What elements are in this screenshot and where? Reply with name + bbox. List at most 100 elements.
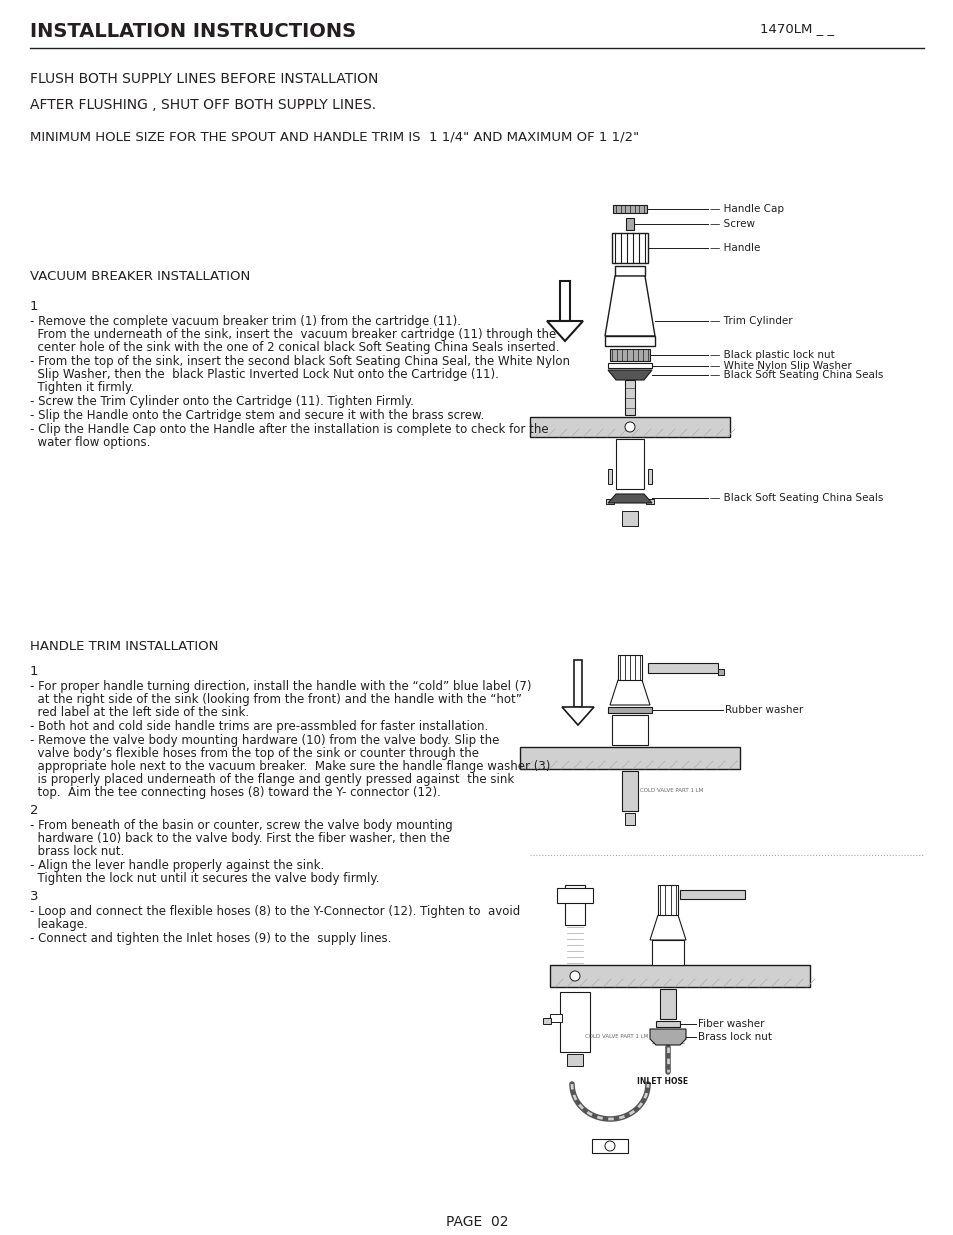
Polygon shape — [561, 706, 594, 725]
Text: - From beneath of the basin or counter, screw the valve body mounting: - From beneath of the basin or counter, … — [30, 819, 453, 832]
Text: — Screw: — Screw — [709, 219, 754, 228]
Text: — Black Soft Seating China Seals: — Black Soft Seating China Seals — [709, 493, 882, 503]
Text: valve body’s flexible hoses from the top of the sink or counter through the: valve body’s flexible hoses from the top… — [30, 747, 478, 760]
Bar — [647, 663, 718, 673]
Bar — [645, 499, 654, 504]
Circle shape — [569, 971, 579, 981]
Bar — [616, 438, 643, 489]
Text: FLUSH BOTH SUPPLY LINES BEFORE INSTALLATION: FLUSH BOTH SUPPLY LINES BEFORE INSTALLAT… — [30, 72, 378, 86]
Text: - From the top of the sink, insert the second black Soft Seating China Seal, the: - From the top of the sink, insert the s… — [30, 354, 569, 368]
Bar — [651, 940, 683, 965]
Bar — [530, 417, 729, 437]
Text: — Black Soft Seating China Seals: — Black Soft Seating China Seals — [709, 370, 882, 380]
Bar — [621, 771, 638, 811]
Text: - Slip the Handle onto the Cartridge stem and secure it with the brass screw.: - Slip the Handle onto the Cartridge ste… — [30, 409, 484, 422]
Text: — Black plastic lock nut: — Black plastic lock nut — [709, 350, 834, 359]
Text: 1: 1 — [30, 664, 38, 678]
Bar — [625, 219, 634, 230]
Bar — [519, 747, 740, 769]
Polygon shape — [607, 494, 651, 503]
Bar — [718, 669, 723, 676]
Text: top.  Aim the tee connecting hoses (8) toward the Y- connector (12).: top. Aim the tee connecting hoses (8) to… — [30, 785, 440, 799]
Text: red label at the left side of the sink.: red label at the left side of the sink. — [30, 706, 249, 719]
Polygon shape — [607, 370, 651, 380]
Bar — [624, 380, 635, 415]
Bar — [550, 965, 809, 987]
Text: - Align the lever handle properly against the sink.: - Align the lever handle properly agains… — [30, 860, 324, 872]
Text: center hole of the sink with the one of 2 conical black Soft Seating China Seals: center hole of the sink with the one of … — [30, 341, 558, 354]
Bar — [559, 992, 589, 1052]
Text: at the right side of the sink (looking from the front) and the handle with the “: at the right side of the sink (looking f… — [30, 693, 521, 706]
Text: COLD VALVE PART 1 LM: COLD VALVE PART 1 LM — [639, 788, 702, 794]
Text: Tighten the lock nut until it secures the valve body firmly.: Tighten the lock nut until it secures th… — [30, 872, 379, 885]
Text: leakage.: leakage. — [30, 918, 88, 931]
Bar — [557, 888, 593, 903]
Polygon shape — [649, 1029, 685, 1045]
Text: — Handle Cap: — Handle Cap — [709, 204, 783, 214]
Text: INSTALLATION INSTRUCTIONS: INSTALLATION INSTRUCTIONS — [30, 22, 355, 41]
Text: AFTER FLUSHING , SHUT OFF BOTH SUPPLY LINES.: AFTER FLUSHING , SHUT OFF BOTH SUPPLY LI… — [30, 98, 375, 112]
Text: MINIMUM HOLE SIZE FOR THE SPOUT AND HANDLE TRIM IS  1 1/4" AND MAXIMUM OF 1 1/2": MINIMUM HOLE SIZE FOR THE SPOUT AND HAND… — [30, 130, 639, 143]
Text: is properly placed underneath of the flange and gently pressed against  the sink: is properly placed underneath of the fla… — [30, 773, 514, 785]
Bar — [647, 469, 651, 484]
Text: INLET HOSE: INLET HOSE — [637, 1077, 688, 1087]
Text: - Clip the Handle Cap onto the Handle after the installation is complete to chec: - Clip the Handle Cap onto the Handle af… — [30, 424, 548, 436]
Bar — [679, 890, 744, 899]
Polygon shape — [609, 680, 649, 705]
Circle shape — [604, 1141, 615, 1151]
Bar — [607, 363, 651, 368]
Circle shape — [624, 422, 635, 432]
Text: 3: 3 — [30, 890, 38, 903]
Bar — [618, 655, 641, 680]
Bar — [609, 350, 649, 361]
Text: Brass lock nut: Brass lock nut — [698, 1032, 771, 1042]
Bar — [615, 266, 644, 275]
Bar — [566, 1053, 582, 1066]
Text: Slip Washer, then the  black Plastic Inverted Lock Nut onto the Cartridge (11).: Slip Washer, then the black Plastic Inve… — [30, 368, 498, 382]
Text: - Connect and tighten the Inlet hoses (9) to the  supply lines.: - Connect and tighten the Inlet hoses (9… — [30, 932, 391, 945]
Text: water flow options.: water flow options. — [30, 436, 151, 450]
Text: PAGE  02: PAGE 02 — [445, 1215, 508, 1229]
Bar — [612, 715, 647, 745]
Text: HANDLE TRIM INSTALLATION: HANDLE TRIM INSTALLATION — [30, 640, 218, 653]
Polygon shape — [604, 275, 655, 336]
Text: Tighten it firmly.: Tighten it firmly. — [30, 382, 134, 394]
Bar — [612, 233, 647, 263]
Text: - For proper handle turning direction, install the handle with the “cold” blue l: - For proper handle turning direction, i… — [30, 680, 531, 693]
Text: appropriate hole next to the vacuum breaker.  Make sure the handle flange washer: appropriate hole next to the vacuum brea… — [30, 760, 550, 773]
Text: From the underneath of the sink, insert the  vacuum breaker cartridge (11) throu: From the underneath of the sink, insert … — [30, 329, 556, 341]
Text: Rubber washer: Rubber washer — [724, 705, 802, 715]
Bar — [564, 885, 584, 925]
Text: - Both hot and cold side handle trims are pre-assmbled for faster installation.: - Both hot and cold side handle trims ar… — [30, 720, 488, 734]
Bar — [605, 499, 614, 504]
Polygon shape — [649, 915, 685, 940]
Polygon shape — [592, 1139, 627, 1153]
Text: COLD VALVE PART 1 LM: COLD VALVE PART 1 LM — [584, 1035, 648, 1040]
Bar — [656, 1021, 679, 1028]
Text: — White Nylon Slip Washer: — White Nylon Slip Washer — [709, 361, 851, 370]
Text: brass lock nut.: brass lock nut. — [30, 845, 124, 858]
Text: 1470LM _ _: 1470LM _ _ — [760, 22, 833, 35]
Bar — [613, 205, 646, 212]
Text: 2: 2 — [30, 804, 38, 818]
Text: - Remove the valve body mounting hardware (10) from the valve body. Slip the: - Remove the valve body mounting hardwar… — [30, 734, 498, 747]
Bar — [658, 885, 678, 915]
Polygon shape — [546, 321, 582, 341]
Text: 1: 1 — [30, 300, 38, 312]
Text: hardware (10) back to the valve body. First the fiber washer, then the: hardware (10) back to the valve body. Fi… — [30, 832, 449, 845]
Text: Fiber washer: Fiber washer — [698, 1019, 763, 1029]
Bar — [550, 1014, 561, 1023]
Bar — [604, 336, 655, 346]
Bar — [542, 1018, 551, 1024]
Bar — [559, 282, 569, 321]
Text: - Remove the complete vacuum breaker trim (1) from the cartridge (11).: - Remove the complete vacuum breaker tri… — [30, 315, 460, 329]
Text: - Loop and connect the flexible hoses (8) to the Y-Connector (12). Tighten to  a: - Loop and connect the flexible hoses (8… — [30, 905, 519, 918]
Bar — [624, 813, 635, 825]
Bar — [607, 469, 612, 484]
Bar — [621, 511, 638, 526]
Text: — Handle: — Handle — [709, 243, 760, 253]
Text: - Screw the Trim Cylinder onto the Cartridge (11). Tighten Firmly.: - Screw the Trim Cylinder onto the Cartr… — [30, 395, 414, 408]
Text: VACUUM BREAKER INSTALLATION: VACUUM BREAKER INSTALLATION — [30, 270, 250, 283]
Bar — [574, 659, 581, 706]
Bar — [607, 706, 651, 713]
